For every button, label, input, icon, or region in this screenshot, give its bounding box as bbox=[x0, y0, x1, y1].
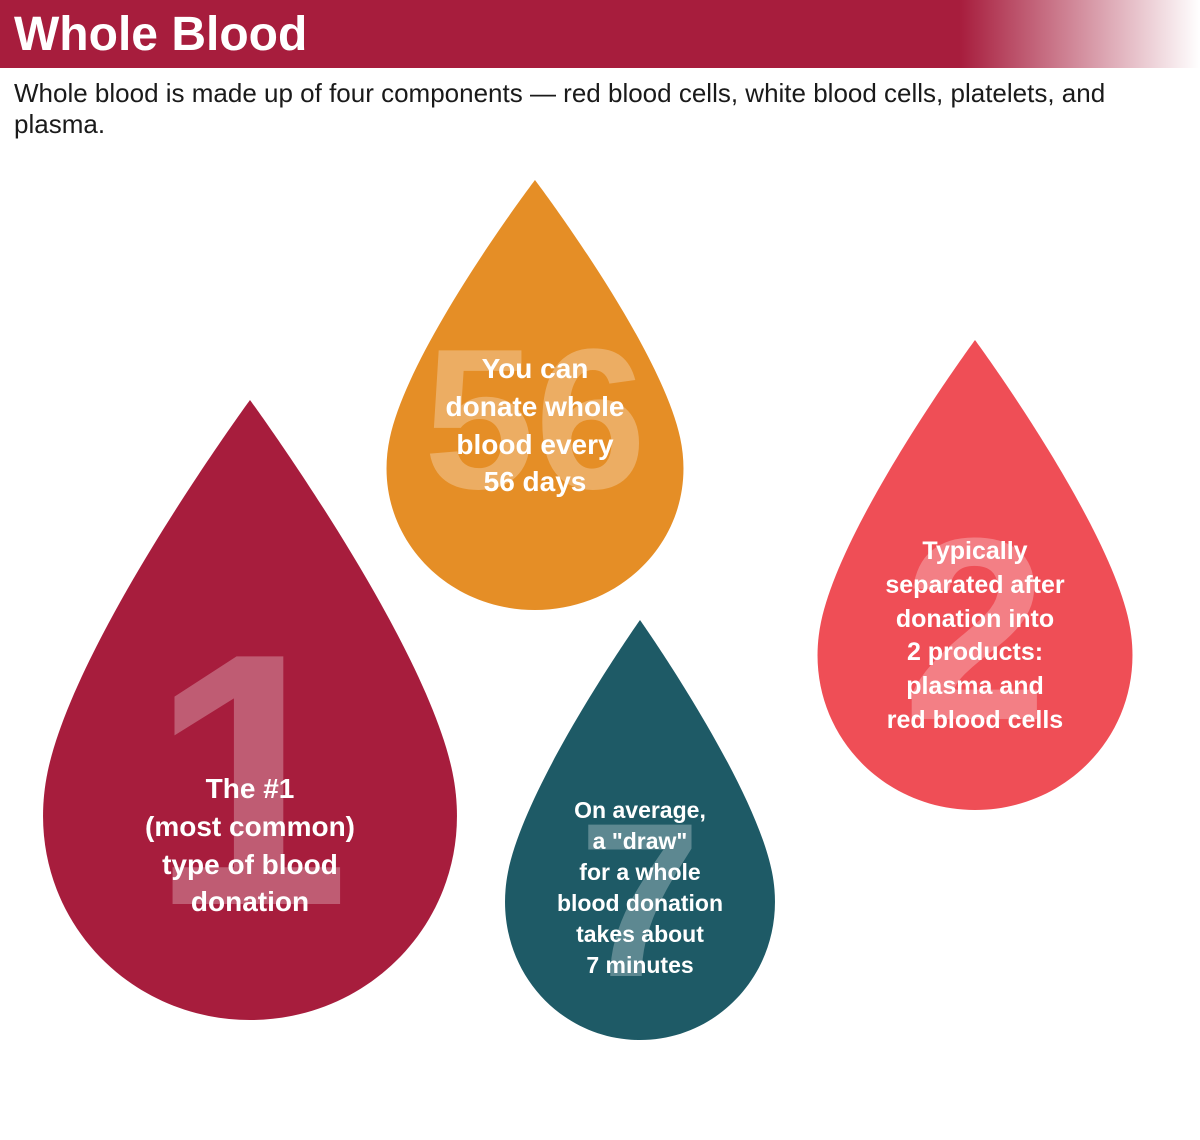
blood-drop-7: 7 On average, a "draw" for a whole blood… bbox=[490, 620, 790, 1040]
drop-text: On average, a "draw" for a whole blood d… bbox=[490, 795, 790, 981]
page-title: Whole Blood bbox=[14, 7, 307, 62]
drop-text: Typically separated after donation into … bbox=[800, 535, 1150, 738]
drop-text: You can donate whole blood every 56 days bbox=[370, 350, 700, 501]
blood-drop-56: 56 You can donate whole blood every 56 d… bbox=[370, 180, 700, 610]
subtitle-text: Whole blood is made up of four component… bbox=[0, 68, 1200, 140]
blood-drop-2: 2 Typically separated after donation int… bbox=[800, 340, 1150, 810]
drop-text: The #1 (most common) type of blood donat… bbox=[20, 770, 480, 921]
infographic-canvas: 1 The #1 (most common) type of blood don… bbox=[0, 140, 1200, 1140]
header-bar: Whole Blood bbox=[0, 0, 1200, 68]
